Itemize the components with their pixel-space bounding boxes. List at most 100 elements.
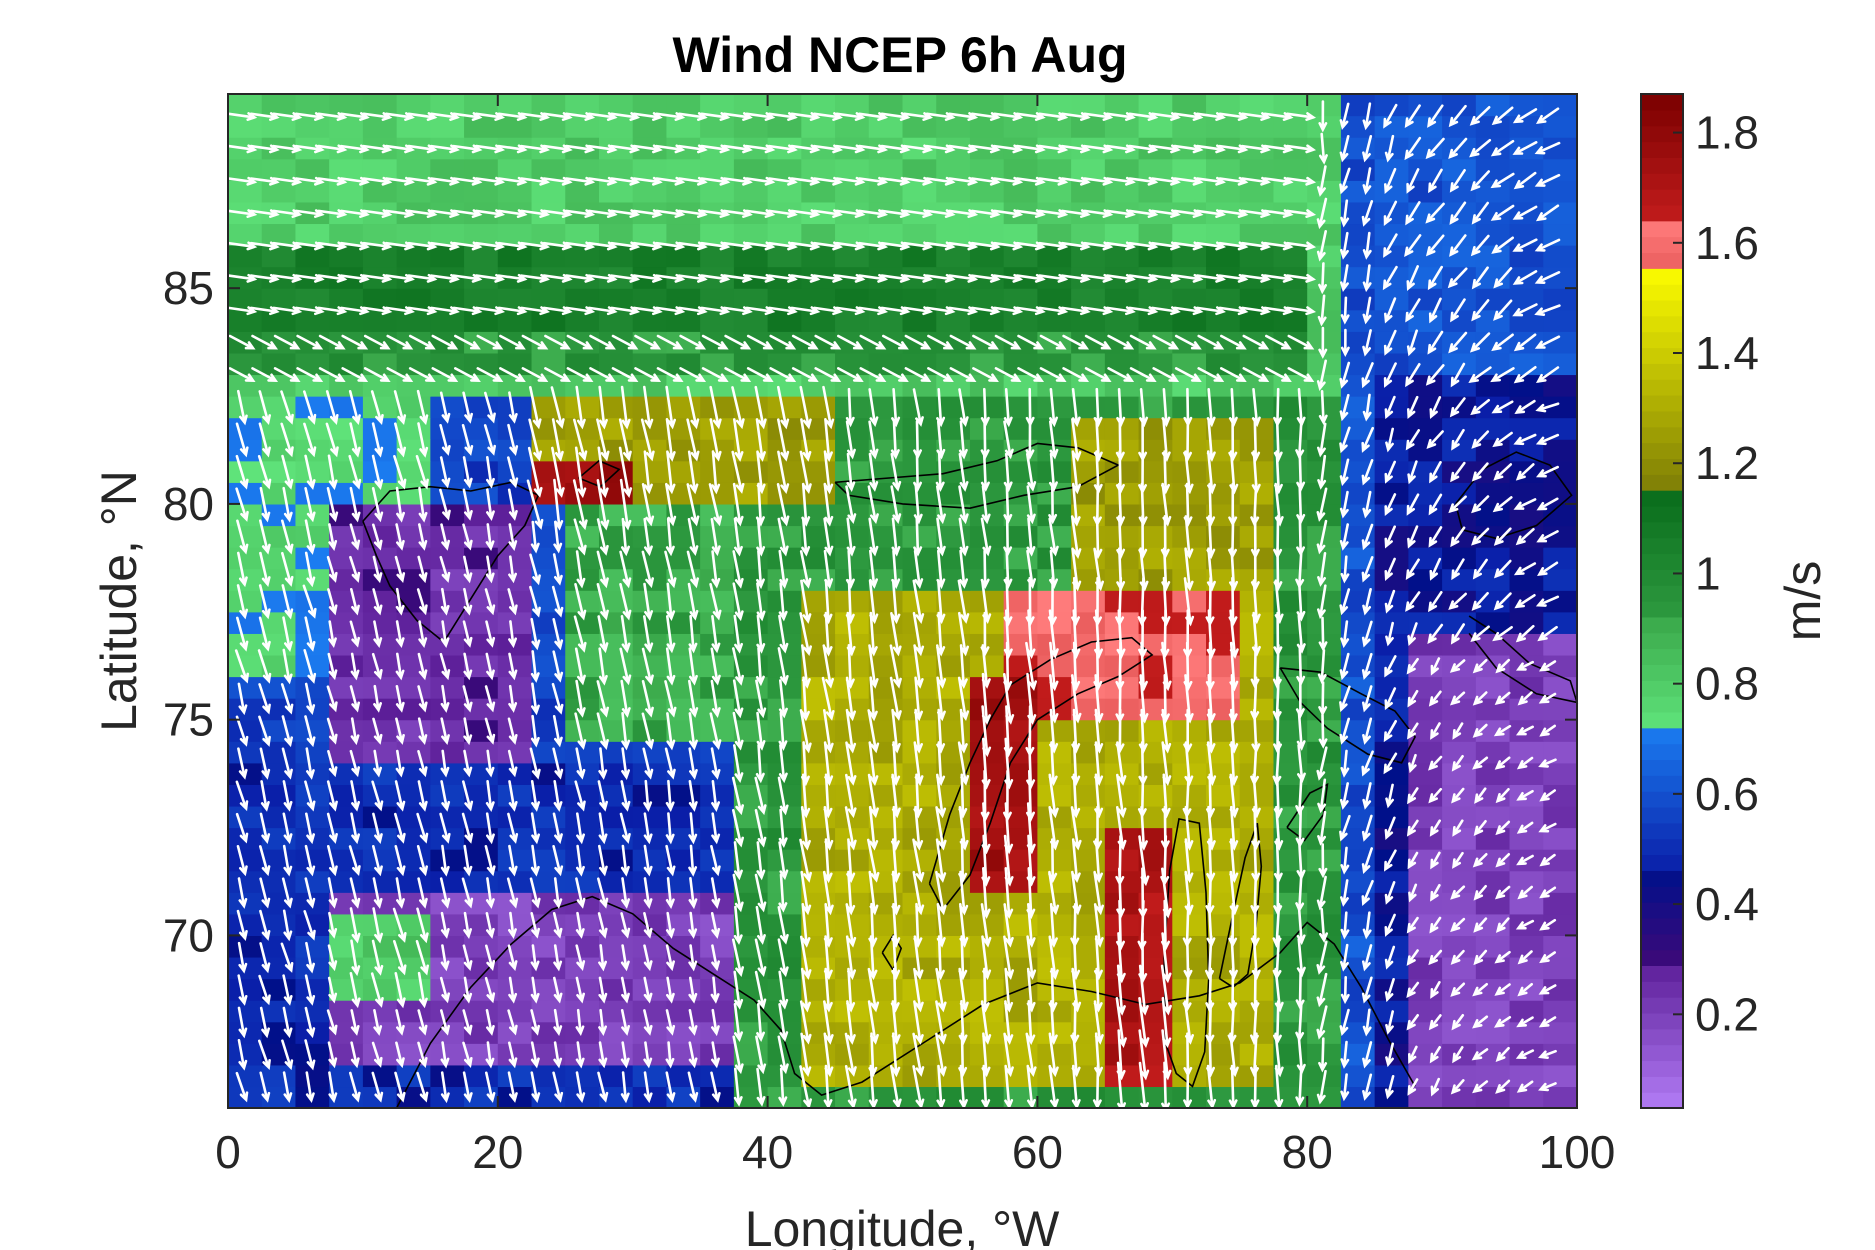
wind-arrow: [440, 944, 450, 972]
wind-arrow: [620, 679, 631, 718]
wind-arrow: [890, 612, 902, 657]
wind-arrow: [688, 844, 698, 877]
wind-arrow: [1515, 463, 1535, 481]
wind-arrow: [1161, 388, 1171, 428]
wind-arrow: [1450, 1079, 1465, 1095]
wind-arrow: [868, 611, 878, 657]
wind-arrow: [1207, 450, 1216, 495]
wind-arrow: [823, 806, 834, 851]
heatmap-cell: [835, 676, 870, 699]
heatmap-cell: [1543, 137, 1578, 160]
wind-arrow: [868, 388, 879, 428]
wind-arrow: [1516, 756, 1534, 770]
wind-arrow: [1183, 1032, 1193, 1078]
wind-arrow: [823, 967, 833, 1013]
heatmap-cell: [700, 223, 735, 246]
heatmap-cell: [835, 460, 870, 483]
heatmap-cell: [1104, 352, 1140, 376]
wind-arrow: [552, 1071, 564, 1103]
heatmap-cell: [1543, 698, 1578, 721]
heatmap-cell: [565, 849, 600, 872]
wind-arrow: [620, 615, 631, 654]
x-axis-label: Longitude, °W: [745, 1201, 1060, 1250]
wind-arrow: [890, 1065, 902, 1110]
wind-arrow: [1318, 1037, 1328, 1073]
heatmap-cell: [1172, 849, 1207, 872]
wind-arrow: [1407, 395, 1419, 420]
heatmap-cell: [598, 115, 634, 138]
heatmap-cell: [835, 633, 870, 656]
wind-arrow: [1340, 199, 1350, 228]
heatmap-cell: [396, 611, 431, 634]
heatmap-cell: [1475, 374, 1511, 397]
wind-arrow: [1048, 773, 1059, 819]
heatmap-cell: [261, 137, 297, 160]
colorbar: 0.20.40.60.811.21.41.61.8 m/s: [1640, 93, 1831, 1109]
colorbar-band: [1641, 806, 1683, 824]
wind-arrow: [1220, 367, 1247, 382]
wind-arrow: [508, 391, 518, 424]
heatmap-cell: [1172, 978, 1207, 1001]
wind-arrow: [1206, 547, 1216, 592]
wind-arrow: [304, 974, 316, 1006]
wind-arrow: [597, 912, 608, 939]
heatmap-cell: [733, 266, 769, 289]
heatmap-cell: [565, 180, 600, 203]
heatmap-cell: [430, 547, 465, 570]
wind-arrow: [1161, 741, 1172, 786]
wind-arrow: [688, 877, 698, 910]
wind-arrow: [1449, 169, 1466, 193]
wind-arrow: [237, 389, 248, 426]
wind-arrow: [755, 646, 765, 687]
heatmap-cell: [1104, 417, 1140, 440]
heatmap-cell: [1172, 1000, 1207, 1023]
wind-arrow: [935, 838, 947, 883]
colorbar-band: [1641, 379, 1683, 396]
wind-arrow: [506, 877, 519, 909]
heatmap-cell: [598, 180, 634, 203]
heatmap-cell: [1442, 611, 1477, 634]
wind-arrow: [621, 877, 630, 909]
heatmap-cell: [1442, 676, 1477, 699]
heatmap-cell: [1340, 827, 1376, 850]
heatmap-cell: [1475, 137, 1511, 160]
wind-arrow: [1470, 170, 1490, 192]
wind-arrow: [326, 555, 338, 583]
wind-arrow: [463, 911, 472, 939]
heatmap-cell: [1543, 935, 1578, 958]
heatmap-cell: [902, 698, 937, 721]
wind-arrow: [1183, 482, 1193, 527]
heatmap-cell: [767, 180, 802, 203]
heatmap-cell: [1239, 935, 1275, 958]
heatmap-cell: [835, 870, 870, 893]
wind-arrow: [1470, 625, 1490, 642]
heatmap-cell: [565, 784, 600, 807]
heatmap-cell: [902, 396, 937, 419]
wind-arrow: [439, 652, 451, 681]
heatmap-cell: [565, 309, 600, 332]
heatmap-cell: [1340, 288, 1376, 311]
wind-arrow: [868, 1032, 878, 1078]
wind-arrow: [393, 940, 407, 976]
heatmap-cell: [1543, 805, 1578, 829]
heatmap-cell: [1543, 676, 1578, 699]
heatmap-cell: [295, 482, 330, 505]
heatmap-cell: [1172, 94, 1207, 117]
wind-arrow: [530, 944, 540, 972]
heatmap-cell: [666, 309, 701, 332]
heatmap-cell: [1374, 396, 1409, 419]
heatmap-cell: [1307, 94, 1342, 117]
heatmap-cell: [362, 309, 398, 332]
heatmap-cell: [1442, 956, 1477, 980]
wind-arrow: [643, 1071, 653, 1104]
wind-arrow: [914, 708, 923, 754]
wind-arrow: [777, 450, 790, 494]
heatmap-cell: [666, 1064, 701, 1088]
wind-arrow: [949, 367, 977, 382]
wind-arrow: [1493, 299, 1513, 321]
heatmap-cell: [1003, 180, 1038, 203]
wind-arrow: [733, 905, 743, 945]
wind-arrow: [755, 418, 766, 462]
heatmap-cell: [1408, 158, 1443, 181]
wind-arrow: [1340, 1040, 1350, 1069]
